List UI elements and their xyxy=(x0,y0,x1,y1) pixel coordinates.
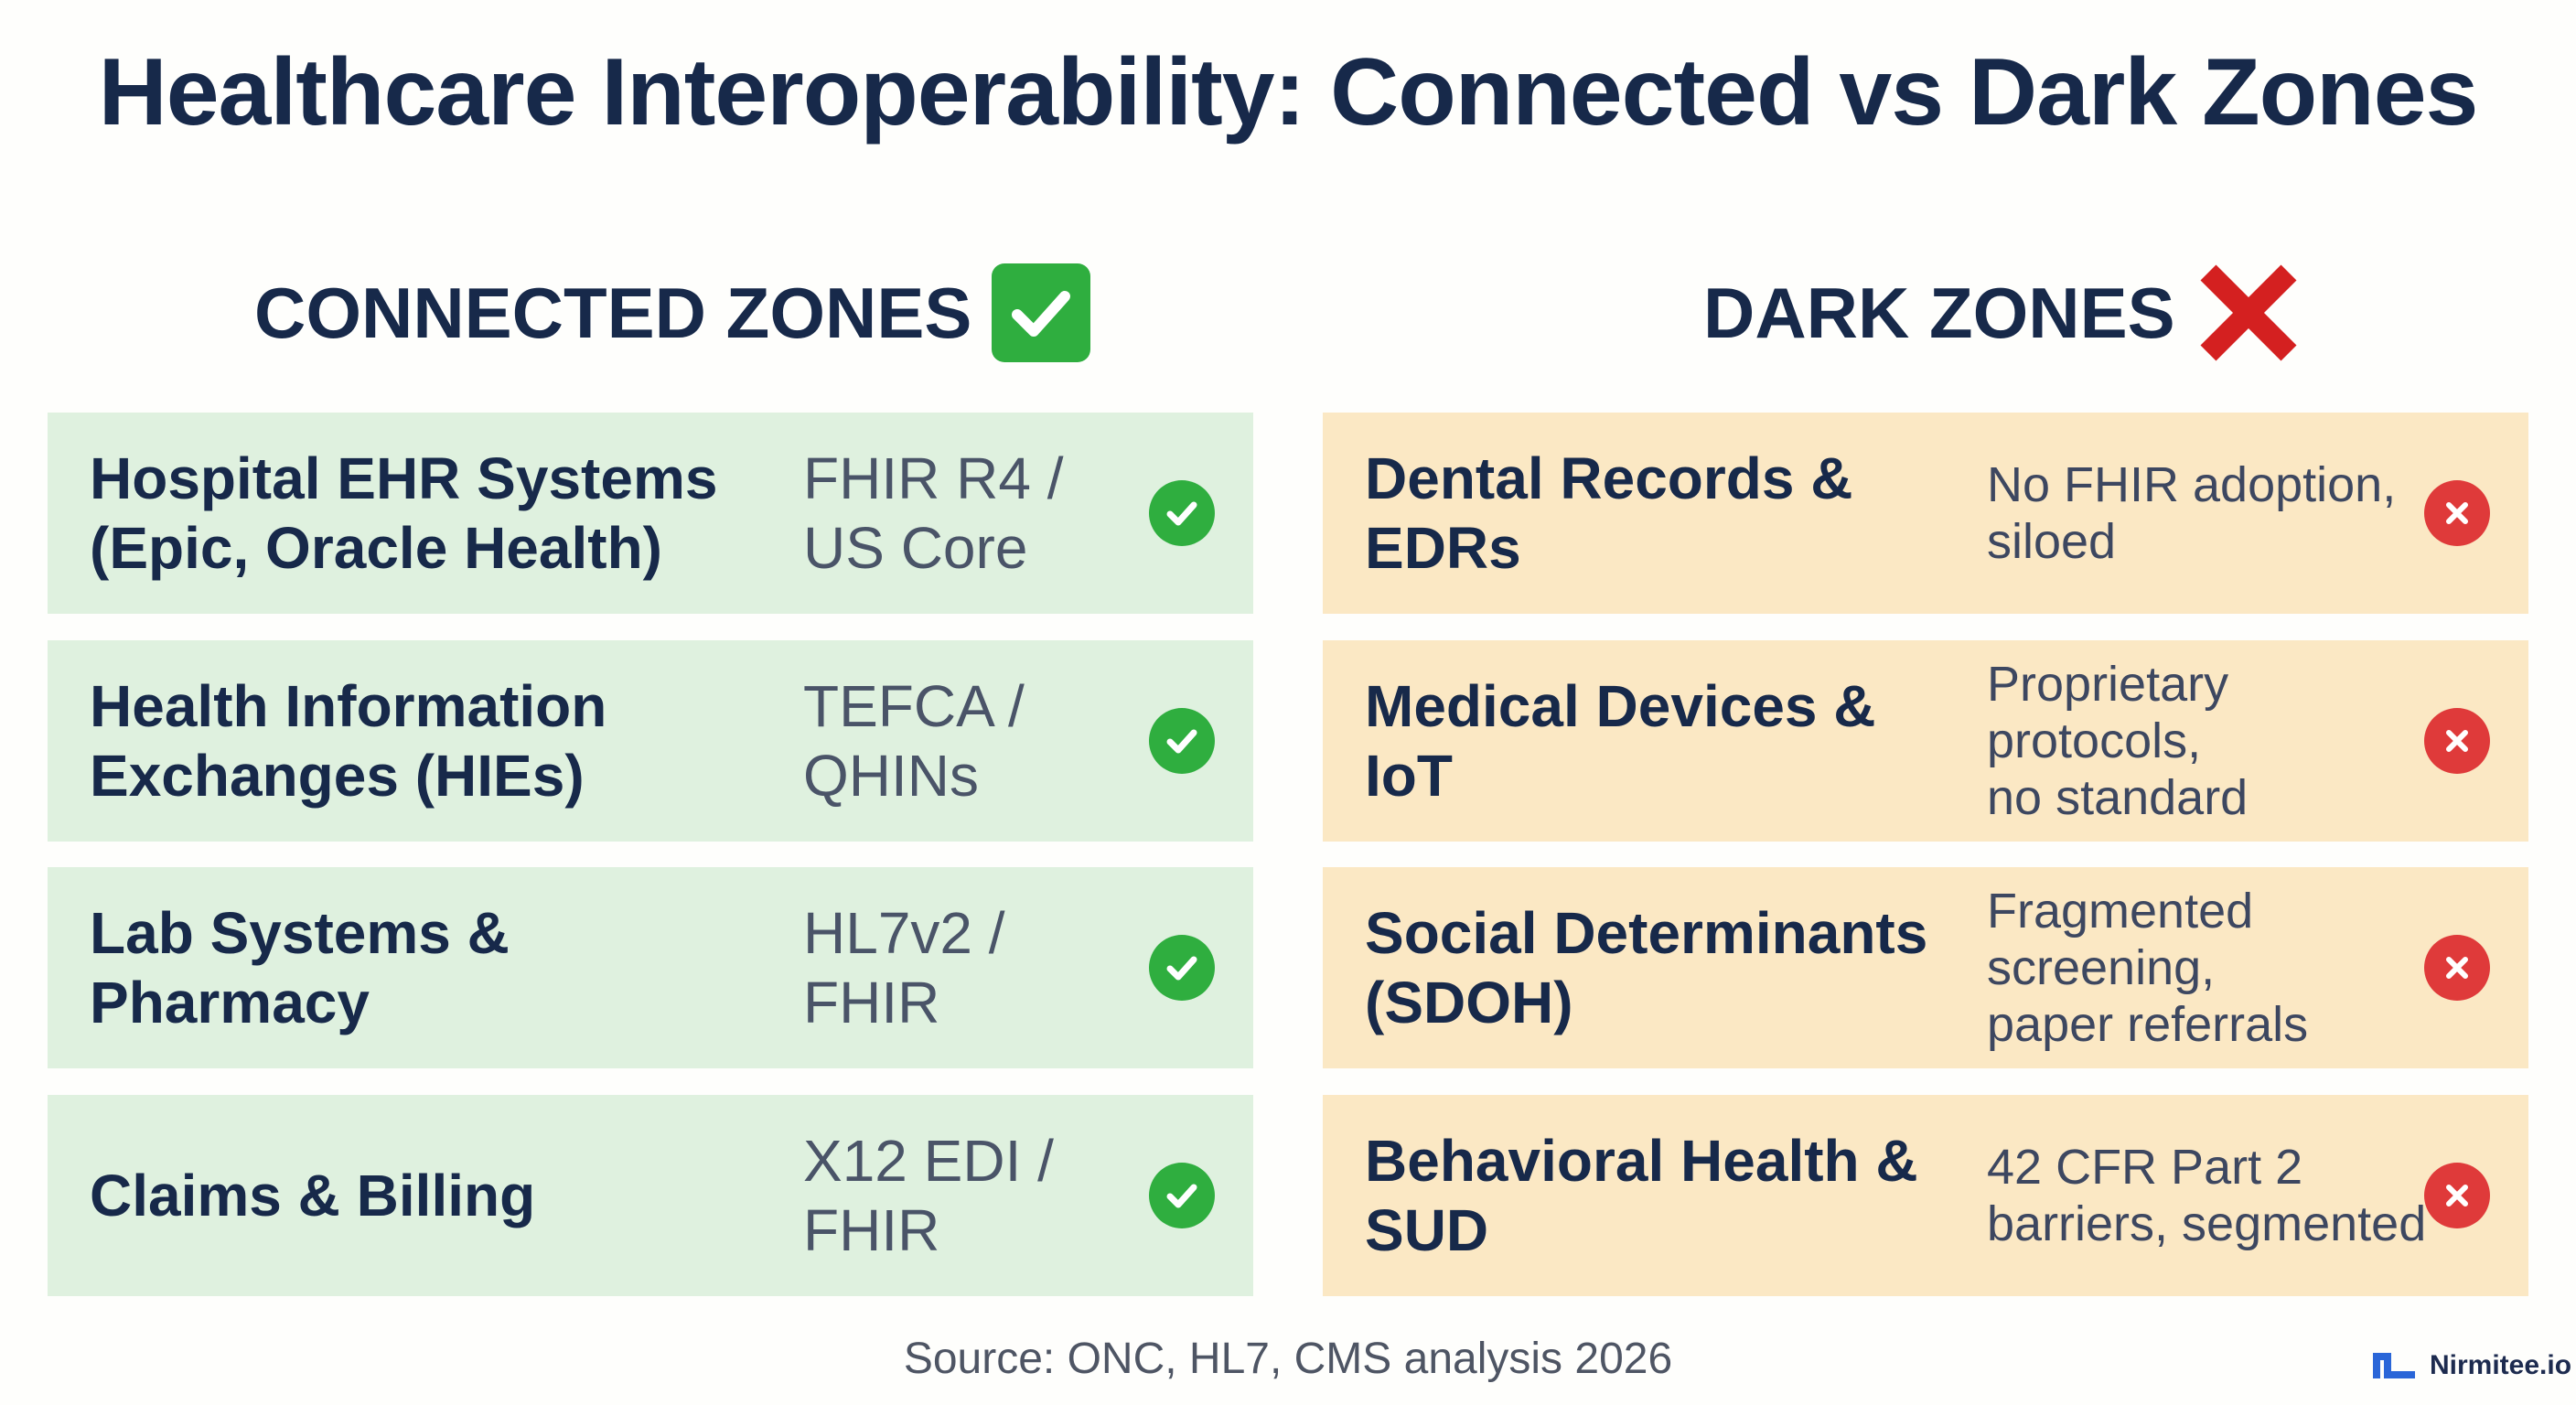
connected-zones-heading: CONNECTED ZONES xyxy=(254,258,1091,368)
x-circle-icon xyxy=(2424,480,2490,546)
check-circle-icon xyxy=(1149,1163,1215,1228)
dark-card: Dental Records & EDRs No FHIR adoption, … xyxy=(1323,413,2528,614)
dark-card-name: Dental Records & EDRs xyxy=(1365,445,1853,581)
dark-card: Medical Devices & IoT Proprietary protoc… xyxy=(1323,640,2528,842)
connected-card-standard: X12 EDI / FHIR xyxy=(803,1128,1054,1263)
connected-card-name: Lab Systems & Pharmacy xyxy=(90,900,510,1035)
dark-card: Social Determinants (SDOH) Fragmented sc… xyxy=(1323,867,2528,1068)
connected-card: Hospital EHR Systems (Epic, Oracle Healt… xyxy=(48,413,1253,614)
brand: Nirmitee.io xyxy=(2373,1349,2571,1382)
connected-card: Health Information Exchanges (HIEs) TEFC… xyxy=(48,640,1253,842)
dark-card-name: Medical Devices & IoT xyxy=(1365,673,1876,809)
dark-card-issue: No FHIR adoption, siloed xyxy=(1987,457,2397,569)
x-circle-icon xyxy=(2424,935,2490,1001)
dark-zones-heading-text: DARK ZONES xyxy=(1703,272,2175,353)
connected-card-name: Claims & Billing xyxy=(90,1163,536,1228)
dark-zones-heading: DARK ZONES xyxy=(1703,258,2302,368)
red-cross-icon xyxy=(2200,264,2297,361)
connected-card-name: Hospital EHR Systems (Epic, Oracle Healt… xyxy=(90,445,718,581)
check-circle-icon xyxy=(1149,935,1215,1001)
check-circle-icon xyxy=(1149,708,1215,774)
dark-card: Behavioral Health & SUD 42 CFR Part 2 ba… xyxy=(1323,1095,2528,1296)
x-circle-icon xyxy=(2424,1163,2490,1228)
dark-card-name: Behavioral Health & SUD xyxy=(1365,1128,1918,1263)
connected-card-standard: TEFCA / QHINs xyxy=(803,673,1025,809)
check-circle-icon xyxy=(1149,480,1215,546)
page-title: Healthcare Interoperability: Connected v… xyxy=(98,39,2479,145)
dark-card-issue: Proprietary protocols, no standard xyxy=(1987,657,2249,825)
connected-card: Claims & Billing X12 EDI / FHIR xyxy=(48,1095,1253,1296)
connected-zones-heading-text: CONNECTED ZONES xyxy=(254,272,972,353)
nirmitee-logo-icon xyxy=(2373,1353,2415,1378)
connected-card-standard: FHIR R4 / US Core xyxy=(803,445,1064,581)
dark-card-name: Social Determinants (SDOH) xyxy=(1365,900,1928,1035)
green-check-box-icon xyxy=(992,263,1091,362)
source-caption: Source: ONC, HL7, CMS analysis 2026 xyxy=(903,1335,1673,1383)
connected-card: Lab Systems & Pharmacy HL7v2 / FHIR xyxy=(48,867,1253,1068)
dark-card-issue: Fragmented screening, paper referrals xyxy=(1987,884,2309,1052)
connected-card-standard: HL7v2 / FHIR xyxy=(803,900,1005,1035)
brand-name: Nirmitee.io xyxy=(2430,1350,2572,1380)
x-circle-icon xyxy=(2424,708,2490,774)
connected-card-name: Health Information Exchanges (HIEs) xyxy=(90,673,607,809)
dark-card-issue: 42 CFR Part 2 barriers, segmented xyxy=(1987,1140,2427,1251)
